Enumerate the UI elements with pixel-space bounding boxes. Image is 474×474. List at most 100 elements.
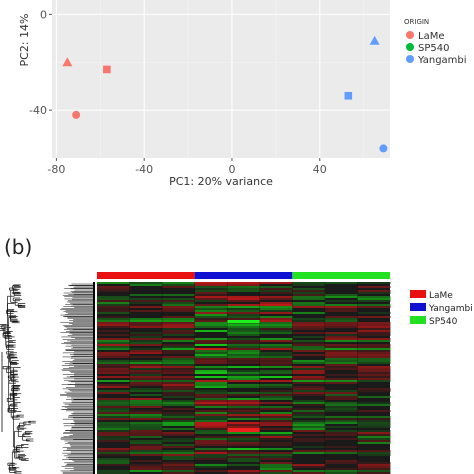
heatmap-cell — [162, 352, 196, 354]
heatmap-cell — [227, 314, 261, 316]
data-point-square — [344, 91, 353, 100]
heatmap-cell — [129, 294, 163, 296]
legend-swatch — [406, 55, 414, 63]
heatmap-cell — [357, 322, 391, 324]
heatmap-cell — [259, 438, 293, 440]
heatmap-cell — [324, 374, 358, 376]
heatmap-cell — [227, 362, 261, 364]
heatmap-cell — [97, 402, 130, 404]
heatmap-cell — [227, 356, 261, 358]
heatmap-cell — [97, 470, 130, 472]
heatmap-cell — [357, 346, 391, 348]
heatmap-cell — [194, 464, 228, 466]
heatmap-cell — [259, 356, 293, 358]
heatmap-cell — [292, 394, 326, 396]
heatmap-cell — [357, 372, 391, 374]
heatmap-cell — [194, 406, 228, 408]
heatmap-cell — [292, 404, 326, 406]
heatmap-cell — [227, 344, 261, 346]
heatmap-cell — [324, 438, 358, 440]
heatmap-cells — [97, 282, 391, 474]
heatmap-cell — [194, 448, 228, 450]
heatmap-cell — [259, 418, 293, 420]
heatmap-cell — [97, 342, 130, 344]
heatmap-cell — [97, 424, 130, 426]
heatmap-cell — [227, 326, 261, 328]
heatmap-cell — [357, 434, 391, 436]
heatmap-cell — [194, 290, 228, 292]
heatmap-cell — [162, 444, 196, 446]
heatmap-cell — [97, 406, 130, 408]
heatmap-cell — [324, 378, 358, 380]
heatmap-cell — [129, 428, 163, 430]
heatmap-cell — [259, 436, 293, 438]
heatmap-cell — [292, 328, 326, 330]
heatmap-cell — [324, 408, 358, 410]
heatmap-cell — [97, 472, 130, 474]
heatmap-cell — [357, 378, 391, 380]
heatmap-cell — [194, 416, 228, 418]
data-point-triangle — [369, 35, 380, 45]
heatmap-cell — [97, 300, 130, 302]
heatmap-cell — [227, 392, 261, 394]
heatmap-cell — [162, 324, 196, 326]
heatmap-cell — [292, 336, 326, 338]
heatmap-cell — [194, 384, 228, 386]
heatmap-cell — [292, 366, 326, 368]
heatmap-cell — [292, 410, 326, 412]
heatmap-cell — [292, 434, 326, 436]
heatmap-cell — [97, 380, 130, 382]
heatmap-cell — [292, 290, 326, 292]
heatmap-cell — [324, 316, 358, 318]
heatmap-cell — [194, 292, 228, 294]
heatmap-cell — [129, 372, 163, 374]
heatmap-cell — [227, 456, 261, 458]
heatmap-cell — [259, 304, 293, 306]
heatmap-cell — [227, 410, 261, 412]
heatmap-cell — [259, 316, 293, 318]
heatmap-cell — [227, 440, 261, 442]
heatmap-cell — [227, 354, 261, 356]
heatmap-cell — [357, 338, 391, 340]
heatmap-cell — [292, 378, 326, 380]
heatmap-panel: (b) LaMe Yangambi SP540 — [0, 235, 473, 474]
heatmap-cell — [97, 366, 130, 368]
heatmap-cell — [259, 286, 293, 288]
heatmap-cell — [357, 316, 391, 318]
heatmap-cell — [162, 344, 196, 346]
heatmap-cell — [292, 452, 326, 454]
heatmap-cell — [324, 364, 358, 366]
heatmap-cell — [129, 318, 163, 320]
heatmap-cell — [129, 414, 163, 416]
heatmap-cell — [259, 324, 293, 326]
heatmap-cell — [97, 312, 130, 314]
data-point-circle — [379, 144, 388, 153]
heatmap-cell — [97, 324, 130, 326]
heatmap-cell — [162, 384, 196, 386]
heatmap-cell — [357, 376, 391, 378]
heatmap-cell — [357, 296, 391, 298]
heatmap-cell — [129, 334, 163, 336]
heatmap-cell — [129, 282, 163, 284]
heatmap-cell — [97, 316, 130, 318]
heatmap-cell — [292, 400, 326, 402]
heatmap-cell — [194, 324, 228, 326]
heatmap-cell — [194, 370, 228, 372]
group-bar-segment — [97, 272, 195, 279]
heatmap-cell — [129, 322, 163, 324]
heatmap-cell — [129, 302, 163, 304]
heatmap-cell — [162, 372, 196, 374]
plot-panel — [52, 0, 390, 158]
heatmap-cell — [227, 376, 261, 378]
heatmap-cell — [324, 462, 358, 464]
heatmap-cell — [162, 404, 196, 406]
heatmap-cell — [324, 368, 358, 370]
heatmap-legend: LaMe Yangambi SP540 — [410, 290, 473, 327]
heatmap-cell — [259, 394, 293, 396]
heatmap-cell — [227, 306, 261, 308]
heatmap-cell — [292, 320, 326, 322]
heatmap-cell — [129, 298, 163, 300]
heatmap-cell — [194, 394, 228, 396]
heatmap-cell — [227, 282, 261, 284]
heatmap-cell — [357, 396, 391, 398]
